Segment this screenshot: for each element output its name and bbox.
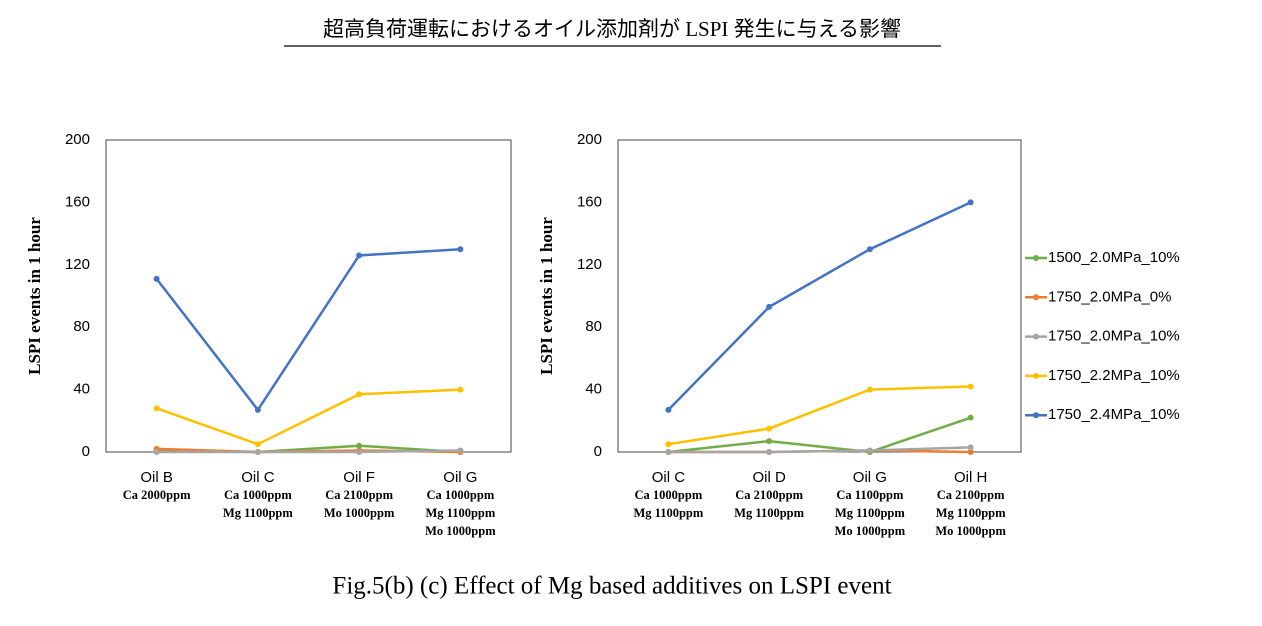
category-note: Ca 2100ppm bbox=[325, 488, 393, 502]
y-tick-label: 120 bbox=[577, 256, 602, 273]
category-note: Ca 1000ppm bbox=[635, 488, 703, 502]
category-note: Mg 1100ppm bbox=[425, 506, 495, 520]
category-note: Mo 1000ppm bbox=[425, 524, 496, 538]
series-line bbox=[156, 388, 461, 446]
legend-marker bbox=[1033, 255, 1039, 261]
data-point bbox=[766, 425, 773, 432]
x-tick-label: Oil C bbox=[241, 469, 275, 486]
legend-label: 1500_2.0MPa_10% bbox=[1048, 249, 1180, 266]
data-point bbox=[665, 406, 672, 413]
y-axis-label: LSPI events in 1 hour bbox=[537, 217, 556, 375]
page-title: 超高負荷運転におけるオイル添加剤が LSPI 発生に与える影響 bbox=[323, 17, 901, 41]
legend-label: 1750_2.0MPa_10% bbox=[1048, 328, 1180, 345]
legend-label: 1750_2.0MPa_0% bbox=[1048, 288, 1171, 305]
data-point bbox=[153, 275, 160, 282]
category-note: Ca 2100ppm bbox=[937, 488, 1005, 502]
legend-marker bbox=[1033, 333, 1039, 340]
data-point bbox=[665, 449, 672, 455]
data-point bbox=[457, 246, 464, 253]
data-point bbox=[866, 447, 873, 454]
x-tick-label: Oil D bbox=[752, 469, 786, 486]
data-point bbox=[866, 386, 873, 393]
y-tick-label: 80 bbox=[73, 318, 90, 335]
series-line bbox=[668, 385, 971, 446]
y-tick-label: 80 bbox=[585, 318, 602, 335]
legend-marker bbox=[1033, 372, 1039, 379]
data-point bbox=[766, 449, 773, 455]
y-tick-label: 160 bbox=[65, 193, 90, 210]
legend-label: 1750_2.2MPa_10% bbox=[1048, 367, 1180, 384]
y-tick-label: 40 bbox=[585, 381, 602, 398]
legend-marker bbox=[1033, 412, 1039, 419]
series-line bbox=[155, 247, 461, 413]
legend-marker bbox=[1033, 294, 1039, 301]
series-line bbox=[668, 446, 971, 454]
data-point bbox=[457, 447, 464, 454]
series-line bbox=[668, 416, 972, 454]
data-point bbox=[356, 442, 363, 449]
y-tick-label: 40 bbox=[73, 381, 90, 398]
x-tick-label: Oil C bbox=[652, 469, 686, 486]
category-note: Mg 1100ppm bbox=[633, 506, 703, 520]
category-note: Ca 1000ppm bbox=[427, 488, 495, 502]
category-note: Mg 1100ppm bbox=[936, 506, 1006, 520]
data-point bbox=[356, 391, 363, 398]
y-axis-label: LSPI events in 1 hour bbox=[25, 217, 44, 375]
data-point bbox=[254, 441, 261, 448]
data-point bbox=[967, 199, 974, 206]
y-tick-label: 120 bbox=[65, 256, 90, 273]
y-tick-label: 0 bbox=[594, 443, 602, 460]
caption: Fig.5(b) (c) Effect of Mg based additive… bbox=[332, 573, 891, 600]
data-point bbox=[356, 449, 363, 455]
data-point bbox=[457, 386, 464, 393]
data-point bbox=[665, 441, 672, 448]
data-point bbox=[153, 405, 160, 412]
x-tick-label: Oil B bbox=[140, 469, 173, 486]
category-note: Mo 1000ppm bbox=[324, 506, 395, 520]
y-tick-label: 200 bbox=[65, 131, 90, 148]
category-note: Ca 2000ppm bbox=[123, 488, 191, 502]
category-note: Ca 1100ppm bbox=[836, 488, 904, 502]
plot-area bbox=[105, 139, 512, 453]
data-point bbox=[967, 449, 974, 455]
y-tick-label: 0 bbox=[82, 443, 90, 460]
y-tick-label: 200 bbox=[577, 131, 602, 148]
category-note: Mo 1000ppm bbox=[935, 524, 1006, 538]
category-note: Mg 1100ppm bbox=[223, 506, 293, 520]
x-tick-label: Oil G bbox=[443, 469, 477, 486]
plot-area bbox=[617, 139, 1022, 453]
data-point bbox=[967, 414, 974, 421]
category-note: Mo 1000ppm bbox=[835, 524, 906, 538]
x-tick-label: Oil F bbox=[343, 469, 375, 486]
category-note: Mg 1100ppm bbox=[734, 506, 804, 520]
series-line bbox=[156, 449, 461, 454]
data-point bbox=[766, 303, 773, 310]
x-tick-label: Oil H bbox=[954, 469, 987, 486]
data-point bbox=[967, 383, 974, 390]
category-note: Ca 2100ppm bbox=[735, 488, 803, 502]
data-point bbox=[967, 444, 974, 451]
x-tick-label: Oil G bbox=[853, 469, 887, 486]
legend-label: 1750_2.4MPa_10% bbox=[1048, 406, 1180, 423]
category-note: Mg 1100ppm bbox=[835, 506, 905, 520]
data-point bbox=[153, 449, 160, 455]
y-tick-label: 160 bbox=[577, 193, 602, 210]
data-point bbox=[356, 252, 363, 259]
data-point bbox=[254, 406, 261, 413]
category-note: Ca 1000ppm bbox=[224, 488, 292, 502]
series-line bbox=[667, 201, 972, 411]
data-point bbox=[254, 449, 261, 455]
data-point bbox=[766, 438, 773, 445]
data-point bbox=[866, 246, 873, 253]
